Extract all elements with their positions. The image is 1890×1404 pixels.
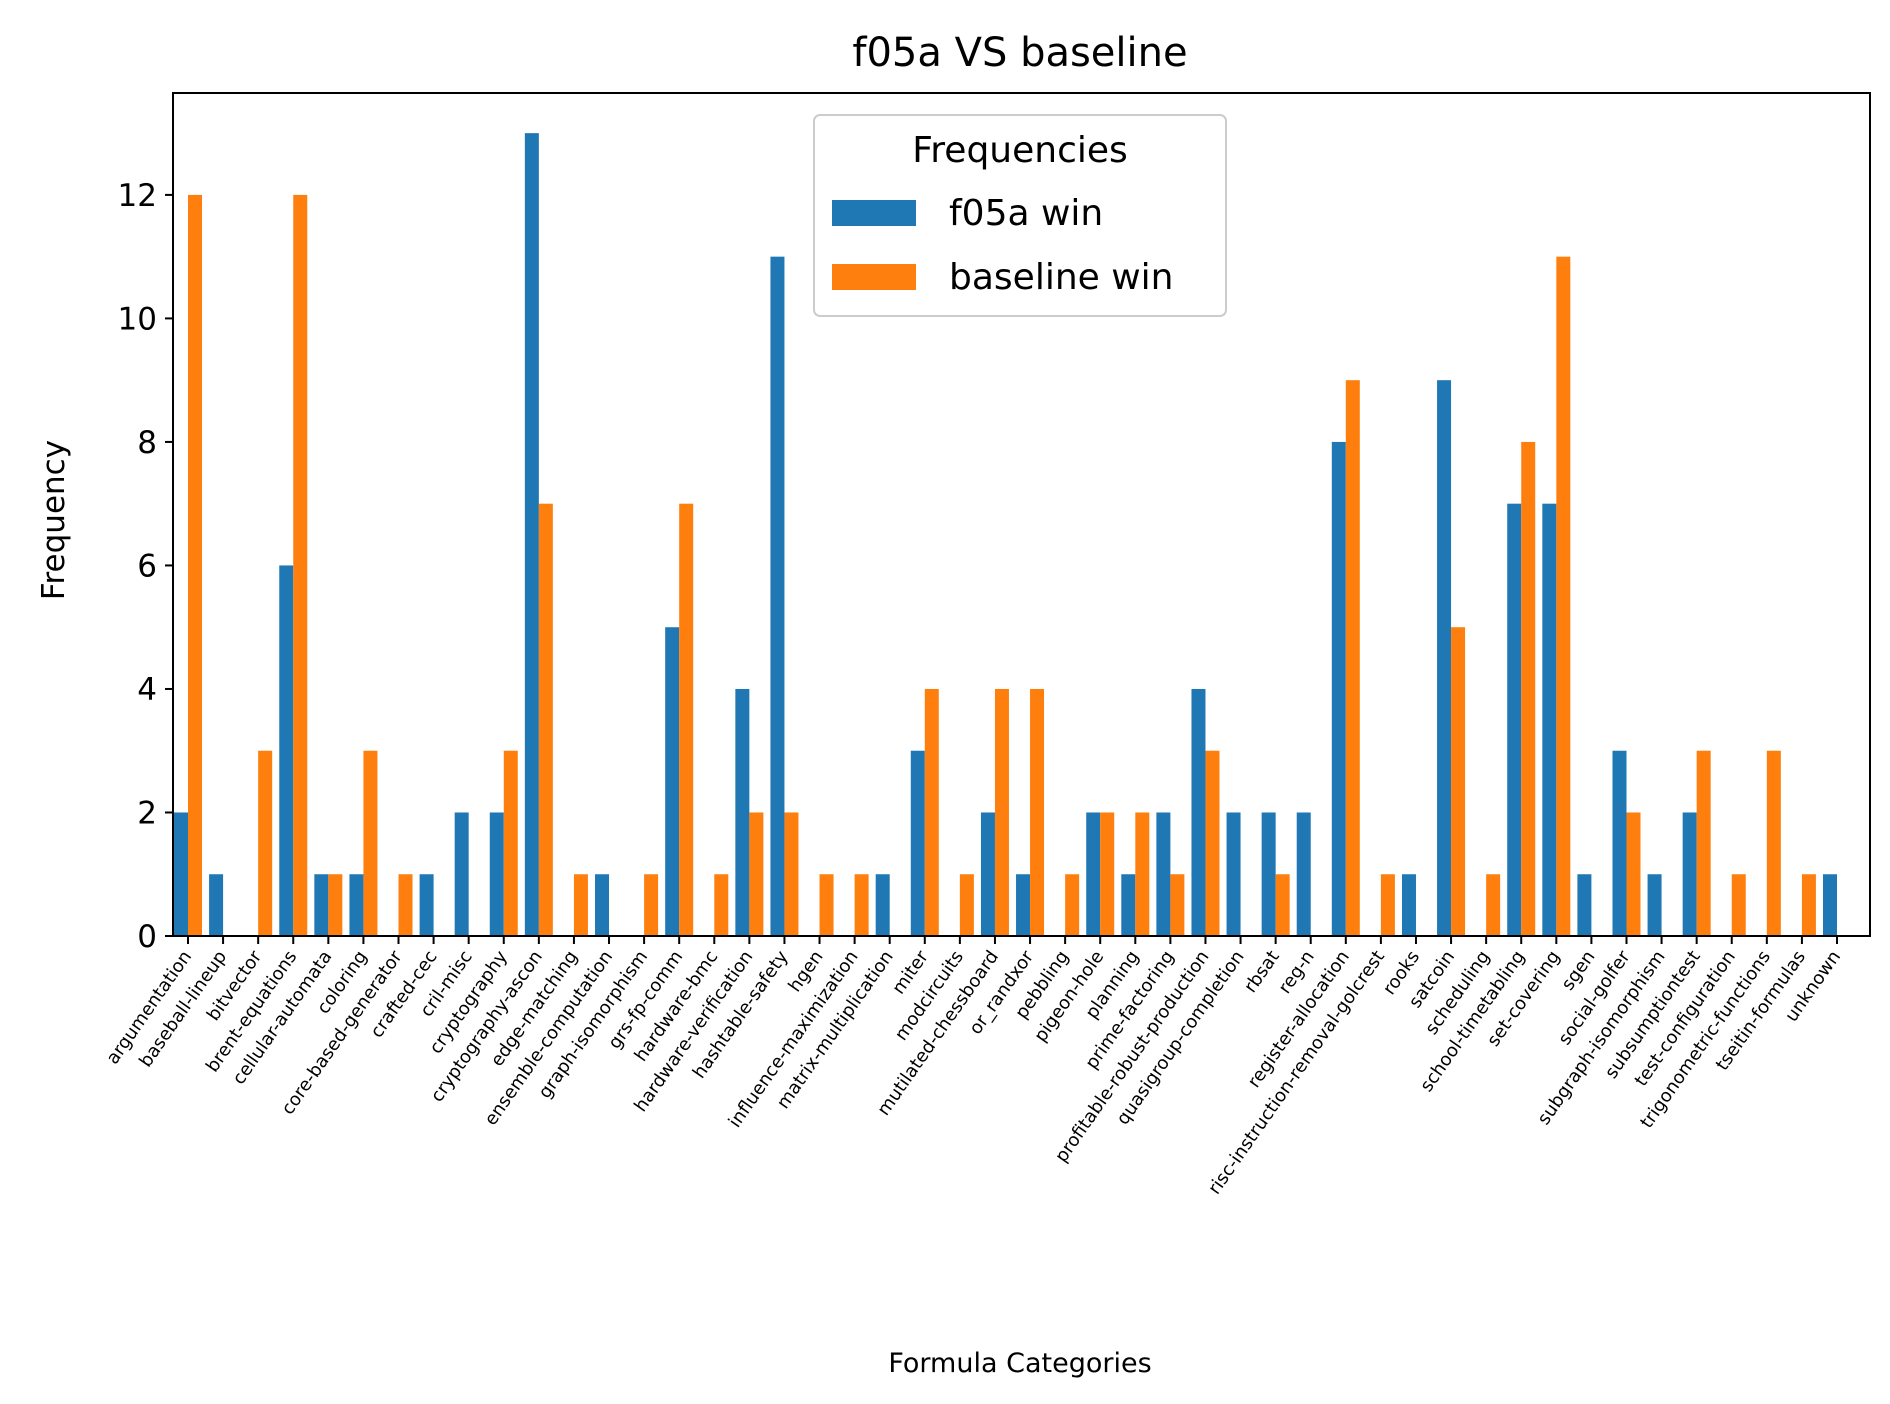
bar-baseline-win-mutilated-chessboard	[994, 688, 1009, 936]
bar-f05a-win-social-golfer	[1612, 750, 1627, 936]
bar-baseline-win-influence-maximization	[854, 874, 869, 936]
bar-f05a-win-rooks	[1401, 874, 1416, 936]
bar-f05a-win-matrix-multiplication	[875, 874, 890, 936]
y-tick-label: 10	[118, 301, 157, 337]
legend-label-baseline-win: baseline win	[949, 257, 1174, 298]
bar-f05a-win-argumentation	[174, 812, 188, 936]
bar-baseline-win-hgen	[819, 874, 834, 936]
bar-baseline-win-satcoin	[1451, 627, 1466, 936]
bars-group	[174, 133, 1837, 936]
bar-f05a-win-coloring	[349, 874, 364, 936]
bar-baseline-win-trigonometric-functions	[1766, 750, 1781, 936]
bar-f05a-win-brent-equations	[279, 565, 294, 936]
bar-baseline-win-hardware-bmc	[714, 874, 729, 936]
bar-baseline-win-bitvector	[258, 750, 273, 936]
bar-baseline-win-graph-isomorphism	[644, 874, 659, 936]
bar-f05a-win-grs-fp-comm	[665, 627, 680, 936]
y-tick-label: 2	[137, 795, 157, 831]
bar-baseline-win-set-covering	[1556, 256, 1571, 936]
bar-f05a-win-satcoin	[1437, 380, 1452, 936]
bar-baseline-win-prime-factoring	[1170, 874, 1185, 936]
bar-f05a-win-hardware-verification	[735, 688, 750, 936]
bar-f05a-win-quasigroup-completion	[1226, 812, 1241, 936]
bar-f05a-win-reg-n	[1296, 812, 1311, 936]
bar-f05a-win-cellular-automata	[314, 874, 329, 936]
y-tick-label: 6	[137, 548, 157, 584]
x-axis-label: Formula Categories	[888, 1348, 1151, 1379]
bar-f05a-win-baseball-lineup	[209, 874, 224, 936]
bar-baseline-win-pigeon-hole	[1100, 812, 1115, 936]
y-tick-label: 0	[137, 919, 157, 955]
bar-f05a-win-rbsat	[1261, 812, 1276, 936]
x-tick-label-rbsat: rbsat	[1240, 947, 1284, 997]
legend: Frequencies f05a win baseline win	[813, 114, 1227, 317]
legend-label-f05a-win: f05a win	[949, 193, 1103, 234]
bar-f05a-win-unknown	[1823, 874, 1837, 936]
bar-f05a-win-set-covering	[1542, 503, 1557, 936]
legend-title: Frequencies	[912, 130, 1128, 171]
bar-baseline-win-profitable-robust-production	[1205, 750, 1220, 936]
x-axis-ticks: argumentationbaseball-lineupbitvectorbre…	[102, 936, 1845, 1198]
bar-baseline-win-cellular-automata	[328, 874, 343, 936]
bar-baseline-win-cryptography-ascon	[538, 503, 553, 936]
bar-baseline-win-hardware-verification	[749, 812, 764, 936]
bar-f05a-win-subsumptiontest	[1682, 812, 1697, 936]
bar-f05a-win-sgen	[1577, 874, 1592, 936]
bar-baseline-win-subsumptiontest	[1696, 750, 1711, 936]
legend-swatch-baseline-win	[832, 264, 916, 290]
bar-f05a-win-school-timetabling	[1507, 503, 1522, 936]
bar-baseline-win-grs-fp-comm	[679, 503, 694, 936]
bar-f05a-win-crafted-cec	[419, 874, 434, 936]
bar-f05a-win-planning	[1121, 874, 1136, 936]
bar-baseline-win-argumentation	[188, 194, 202, 936]
chart-title: f05a VS baseline	[852, 30, 1187, 76]
bar-f05a-win-or_randxor	[1016, 874, 1031, 936]
bar-baseline-win-edge-matching	[573, 874, 588, 936]
bar-baseline-win-risc-instruction-removal-golcrest	[1380, 874, 1395, 936]
bar-f05a-win-prime-factoring	[1156, 812, 1171, 936]
bar-baseline-win-coloring	[363, 750, 378, 936]
legend-swatch-f05a-win	[832, 200, 916, 226]
bar-f05a-win-register-allocation	[1331, 441, 1346, 936]
bar-f05a-win-hashtable-safety	[770, 256, 785, 936]
bar-baseline-win-rbsat	[1275, 874, 1290, 936]
bar-baseline-win-school-timetabling	[1521, 441, 1536, 936]
bar-baseline-win-tseitin-formulas	[1801, 874, 1816, 936]
bar-f05a-win-cryptography-ascon	[524, 133, 539, 936]
bar-baseline-win-test-configuration	[1731, 874, 1746, 936]
bar-f05a-win-mutilated-chessboard	[980, 812, 995, 936]
bar-baseline-win-core-based-generator	[398, 874, 413, 936]
y-axis-ticks: 0 2 4 6 8 10 12	[118, 178, 173, 955]
bar-baseline-win-cryptography	[503, 750, 518, 936]
y-tick-label: 12	[118, 178, 157, 214]
y-tick-label: 4	[137, 672, 157, 708]
bar-f05a-win-miter	[910, 750, 925, 936]
bar-f05a-win-subgraph-isomorphism	[1647, 874, 1662, 936]
bar-f05a-win-cril-misc	[454, 812, 469, 936]
bar-baseline-win-social-golfer	[1626, 812, 1641, 936]
bar-baseline-win-planning	[1135, 812, 1150, 936]
legend-box	[813, 114, 1227, 317]
bar-baseline-win-brent-equations	[293, 194, 308, 936]
bar-baseline-win-hashtable-safety	[784, 812, 799, 936]
y-tick-label: 8	[137, 425, 157, 461]
bar-baseline-win-pebbling	[1065, 874, 1080, 936]
bar-f05a-win-cryptography	[489, 812, 504, 936]
bar-f05a-win-ensemble-computation	[595, 874, 610, 936]
y-axis-label: Frequency	[36, 440, 72, 600]
bar-baseline-win-scheduling	[1486, 874, 1501, 936]
plot-frame	[172, 92, 1871, 937]
bar-baseline-win-register-allocation	[1345, 380, 1360, 936]
bar-f05a-win-pigeon-hole	[1086, 812, 1101, 936]
bar-baseline-win-modcircuits	[959, 874, 974, 936]
bar-f05a-win-profitable-robust-production	[1191, 688, 1206, 936]
bar-baseline-win-or_randxor	[1030, 688, 1045, 936]
bar-baseline-win-miter	[924, 688, 939, 936]
